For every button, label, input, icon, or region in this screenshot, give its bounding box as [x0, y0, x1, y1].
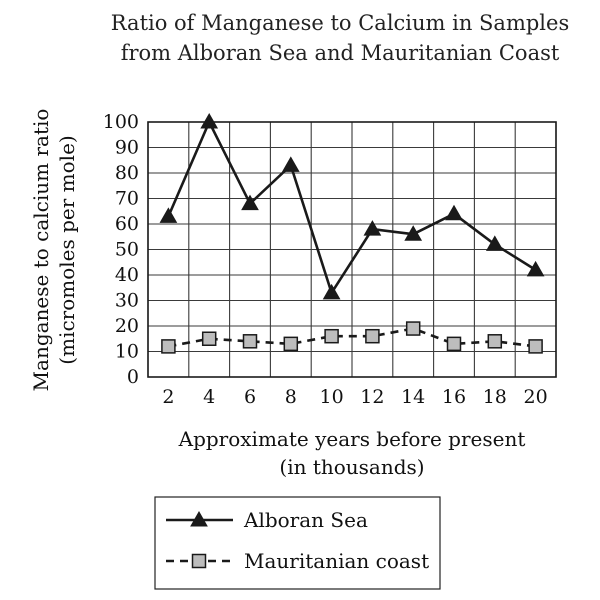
- legend-entry-1: Mauritanian coast: [166, 549, 429, 573]
- data-point-square: [161, 339, 176, 354]
- data-point-triangle: [485, 235, 504, 251]
- x-axis-title-line-2: (in thousands): [279, 455, 424, 479]
- data-point-square: [201, 331, 217, 346]
- data-point-triangle: [526, 260, 545, 277]
- data-point-triangle: [363, 220, 382, 236]
- x-tick-label: 12: [360, 386, 384, 408]
- x-tick-label: 18: [483, 386, 507, 408]
- series-line: [167, 120, 537, 295]
- legend-label: Alboran Sea: [243, 508, 368, 532]
- data-point-square: [242, 334, 258, 349]
- series-1: [161, 321, 543, 354]
- data-point-triangle: [159, 207, 178, 223]
- data-point-square: [365, 328, 380, 344]
- y-tick-label: 10: [115, 341, 139, 363]
- x-tick-label: 20: [524, 386, 548, 408]
- series-layer: [159, 112, 545, 354]
- y-tick-label: 50: [115, 239, 139, 261]
- x-axis-title-line-1: Approximate years before present: [178, 427, 526, 451]
- x-axis-title: Approximate years before present (in tho…: [178, 427, 526, 479]
- y-tick-label: 20: [115, 315, 139, 337]
- x-tick-label: 2: [162, 386, 174, 408]
- y-axis-title-line-2: (micromoles per mole): [55, 135, 79, 364]
- y-axis-ticks: 0 10 20 30 40 50 60 70 80 90 100: [103, 111, 139, 388]
- data-point-square: [487, 334, 503, 349]
- legend-box: [154, 496, 441, 590]
- y-axis-title-line-1: Manganese to calcium ratio: [29, 109, 53, 392]
- plot-frame: [147, 121, 557, 378]
- legend-marker-triangle: [190, 510, 208, 527]
- series-0: [159, 112, 545, 300]
- data-point-triangle: [404, 225, 423, 241]
- data-point-square: [324, 328, 339, 344]
- data-point-square: [446, 336, 462, 352]
- data-point-triangle: [200, 112, 219, 129]
- legend-marker-square: [191, 553, 207, 569]
- legend-label: Mauritanian coast: [244, 549, 429, 573]
- data-point-square: [528, 339, 543, 354]
- y-tick-label: 40: [115, 264, 139, 286]
- chart-title-line-2: from Alboran Sea and Mauritanian Coast: [121, 41, 560, 65]
- x-tick-label: 8: [285, 386, 297, 408]
- legend-entry-0: Alboran Sea: [166, 508, 368, 532]
- chart-title: Ratio of Manganese to Calcium in Samples…: [111, 11, 569, 65]
- y-tick-label: 60: [115, 213, 139, 235]
- data-point-triangle: [281, 156, 300, 172]
- data-point-triangle: [445, 204, 463, 221]
- series-line: [168, 327, 536, 348]
- data-point-triangle: [241, 194, 259, 211]
- y-tick-label: 90: [115, 137, 139, 159]
- data-point-triangle: [322, 283, 341, 300]
- y-tick-label: 70: [115, 188, 139, 210]
- x-tick-label: 6: [244, 386, 256, 408]
- grid: [147, 121, 557, 378]
- x-tick-label: 4: [203, 386, 215, 408]
- x-axis-ticks: 2 4 6 8 10 12 14 16 18 20: [162, 386, 547, 408]
- data-point-square: [283, 336, 299, 352]
- x-tick-label: 10: [320, 386, 344, 408]
- y-axis-title: Manganese to calcium ratio (micromoles p…: [29, 109, 79, 392]
- legend-entries: Alboran Sea Mauritanian coast: [166, 508, 429, 573]
- legend: Alboran Sea Mauritanian coast: [154, 496, 441, 590]
- x-tick-label: 14: [401, 386, 425, 408]
- y-tick-label: 30: [115, 290, 139, 312]
- chart-title-line-1: Ratio of Manganese to Calcium in Samples: [111, 11, 569, 35]
- y-tick-label: 80: [115, 162, 139, 184]
- data-point-square: [405, 321, 421, 336]
- y-tick-label: 100: [103, 111, 139, 133]
- x-tick-label: 16: [442, 386, 466, 408]
- y-tick-label: 0: [127, 366, 139, 388]
